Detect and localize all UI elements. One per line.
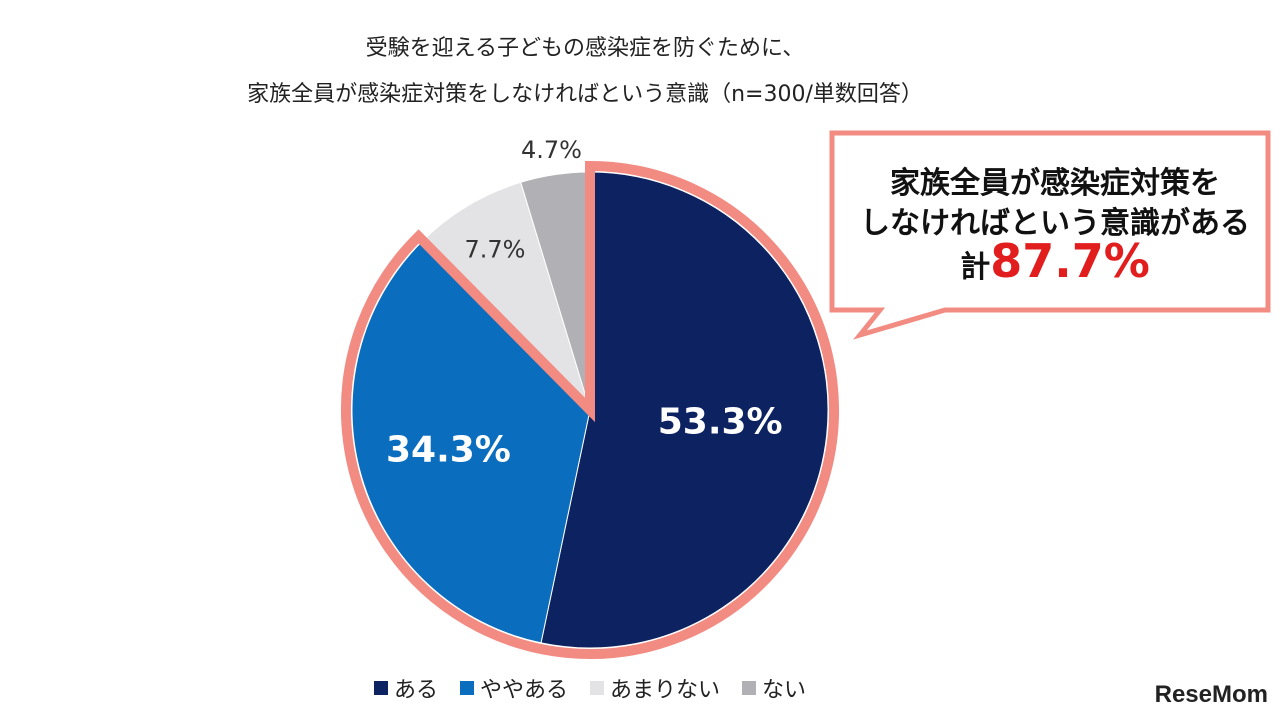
highlight-outline [341, 160, 839, 659]
brand-logo: ReseMom [1154, 681, 1268, 708]
legend-item-4: ない [742, 672, 806, 704]
callout-total-line: 計87.7% [845, 234, 1265, 288]
legend-item-1: ある [373, 672, 438, 704]
slice-value-label-1: 53.3% [658, 402, 783, 443]
legend-label: ある [393, 678, 438, 703]
legend-swatch [742, 681, 757, 695]
legend-swatch [459, 681, 474, 695]
legend-label: あまりない [610, 678, 721, 703]
slice-value-label-4: 4.7% [521, 136, 582, 164]
callout-prefix: 計 [960, 250, 991, 285]
legend-label: ややある [479, 678, 568, 703]
legend-item-2: ややある [459, 672, 568, 704]
legend-item-3: あまりない [590, 672, 720, 704]
pie-slice-1 [540, 171, 829, 649]
callout-line1: 家族全員が感染症対策を [890, 166, 1220, 201]
callout-box [829, 130, 1271, 340]
pie-slice-2 [351, 239, 591, 644]
legend-swatch [373, 681, 388, 695]
chart-title-line2: 家族全員が感染症対策をしなければという意識（n=300/単数回答） [247, 82, 923, 107]
legend-swatch [590, 681, 604, 695]
chart-title-line1: 受験を迎える子どもの感染症を防ぐために、 [365, 36, 805, 61]
chart-legend: ある ややある あまりない ない [0, 672, 1180, 704]
slice-value-label-3: 7.7% [465, 236, 526, 264]
legend-label: ない [762, 678, 807, 703]
callout-total-value: 87.7% [990, 234, 1150, 288]
callout-line2: しなければという意識がある [860, 206, 1250, 241]
slice-value-label-2: 34.3% [386, 430, 511, 471]
